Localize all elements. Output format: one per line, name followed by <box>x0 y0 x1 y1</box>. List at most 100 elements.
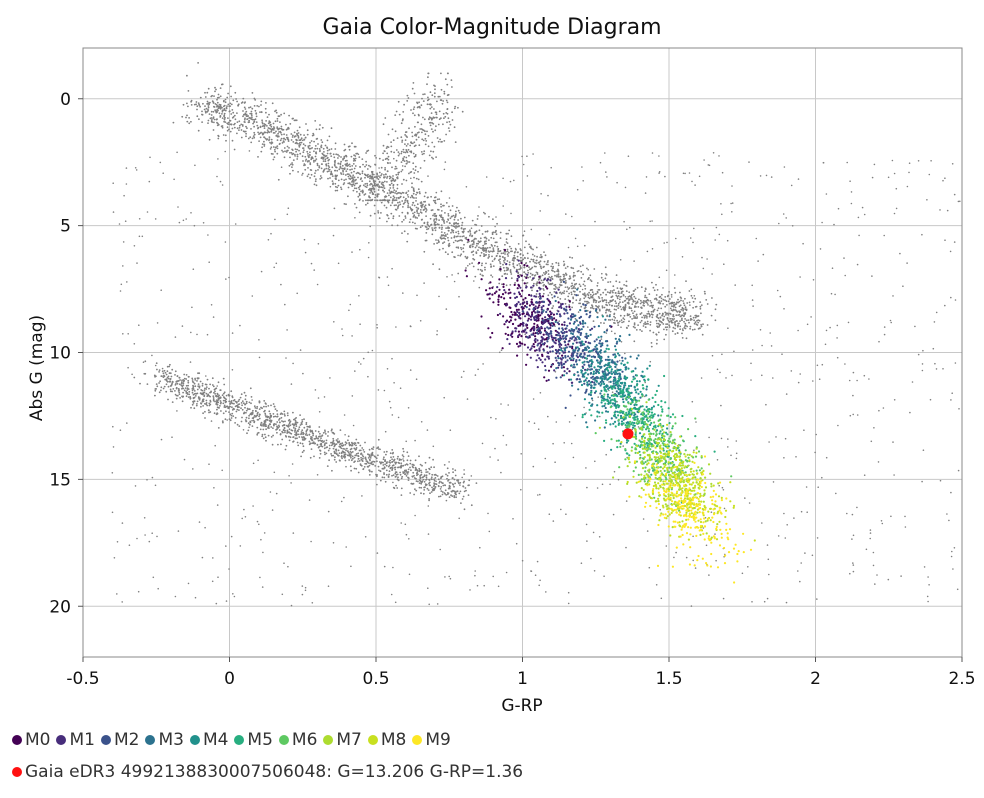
background-point <box>331 428 333 431</box>
background-point <box>123 194 125 197</box>
background-point <box>535 259 538 262</box>
background-point <box>268 113 270 116</box>
background-point <box>323 447 326 450</box>
background-point <box>665 333 667 336</box>
background-point <box>567 295 570 298</box>
background-point <box>448 472 450 474</box>
background-point <box>155 362 158 365</box>
background-point <box>258 140 260 143</box>
background-point <box>674 327 676 330</box>
background-point <box>353 443 356 446</box>
background-point <box>266 116 269 118</box>
background-point <box>443 140 446 142</box>
background-point <box>214 393 217 395</box>
background-point <box>397 100 400 103</box>
background-point <box>509 180 512 183</box>
background-point <box>473 238 475 241</box>
background-point <box>261 435 264 438</box>
background-point <box>112 446 115 448</box>
background-point <box>373 181 375 184</box>
background-point <box>125 183 128 185</box>
background-point <box>421 476 424 479</box>
background-point <box>426 471 429 473</box>
background-point <box>393 466 396 469</box>
background-point <box>316 162 319 165</box>
background-point <box>683 314 686 316</box>
background-point <box>570 291 573 294</box>
background-point <box>386 170 389 173</box>
background-point <box>407 143 409 145</box>
background-point <box>225 410 227 413</box>
background-point <box>354 203 356 205</box>
background-point <box>674 324 677 327</box>
background-point <box>644 294 647 297</box>
background-point <box>463 508 466 511</box>
background-point <box>160 438 163 441</box>
background-point <box>822 161 825 164</box>
background-point <box>228 128 230 131</box>
background-point <box>632 299 635 302</box>
background-point <box>383 187 386 190</box>
background-point <box>225 400 228 403</box>
background-point <box>349 165 351 168</box>
background-point <box>365 460 368 462</box>
background-point <box>415 206 418 209</box>
background-point <box>194 377 197 380</box>
background-point <box>414 144 417 147</box>
background-point <box>362 455 365 458</box>
background-point <box>423 150 426 153</box>
background-point <box>335 175 338 178</box>
background-point <box>307 167 309 169</box>
background-point <box>402 196 405 199</box>
background-point <box>216 408 218 411</box>
background-point <box>348 148 351 151</box>
background-point <box>620 291 623 293</box>
background-point <box>456 206 458 209</box>
background-point <box>456 490 458 493</box>
background-point <box>772 377 774 379</box>
background-point <box>427 175 429 177</box>
background-point <box>460 253 463 256</box>
background-point <box>372 448 374 450</box>
background-point <box>364 462 367 465</box>
background-point <box>691 297 694 299</box>
background-point <box>551 278 554 280</box>
background-point <box>731 202 734 204</box>
background-point <box>679 328 681 331</box>
background-point <box>623 308 625 311</box>
background-point <box>273 127 276 129</box>
background-point <box>557 296 559 299</box>
background-point <box>395 190 397 193</box>
background-point <box>434 85 436 87</box>
background-point <box>122 333 124 335</box>
background-point <box>190 120 192 123</box>
background-point <box>257 131 259 134</box>
background-point <box>508 245 511 248</box>
background-point <box>871 275 873 277</box>
background-point <box>620 319 623 321</box>
background-point <box>272 122 275 125</box>
background-point <box>467 264 469 267</box>
background-point <box>240 129 243 131</box>
background-point <box>682 308 685 310</box>
background-point <box>551 267 554 270</box>
background-point <box>400 136 403 139</box>
background-point <box>155 388 158 390</box>
background-point <box>215 401 218 403</box>
background-point <box>810 316 812 318</box>
background-point <box>906 185 909 188</box>
background-point <box>821 221 823 224</box>
background-point <box>235 98 238 100</box>
background-point <box>751 284 753 287</box>
background-point <box>540 193 542 195</box>
background-point <box>217 576 219 578</box>
background-point <box>544 457 547 460</box>
background-point <box>445 133 447 136</box>
background-point <box>404 201 406 204</box>
background-point <box>216 175 218 178</box>
background-point <box>256 405 259 408</box>
background-point <box>649 323 652 326</box>
background-point <box>364 165 366 168</box>
background-point <box>158 382 161 384</box>
background-point <box>582 283 585 286</box>
